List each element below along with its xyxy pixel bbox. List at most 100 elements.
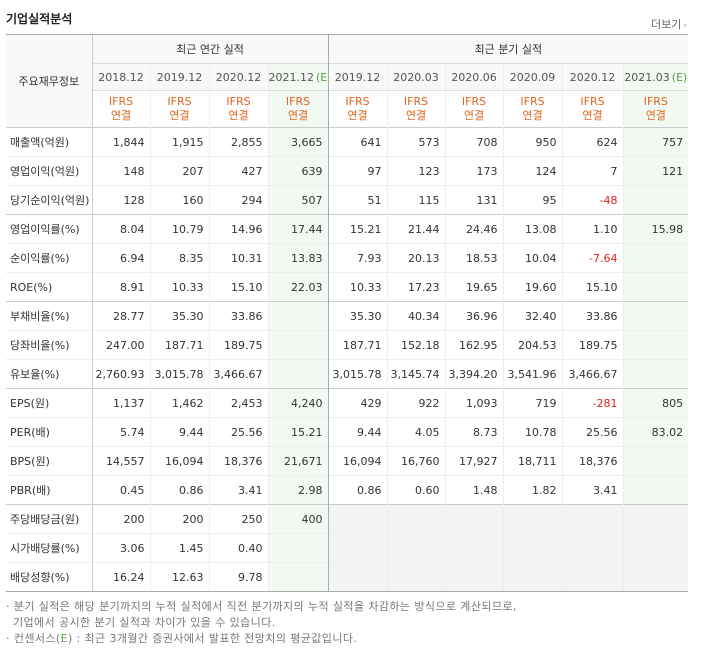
table-cell: 8.73 — [444, 417, 504, 447]
table-cell: 187.71 — [327, 330, 388, 360]
table-cell: 8.04 — [91, 214, 150, 244]
table-row: 부채비율(%) 28.77 35.30 33.86 35.30 40.34 36.96 32.… — [6, 301, 689, 331]
table-cell: 3,015.78 — [327, 359, 388, 389]
ifrs-label: IFRS — [403, 95, 429, 108]
table-row: 당기순이익(억원) 128 160 294 507 51 115 131 95 -48 — [6, 185, 689, 215]
table-cell: 8.35 — [149, 243, 209, 273]
consolidated-label: 연결 — [110, 109, 132, 122]
footnote-1-cont: 기업에서 공시한 분기 실적과 차이가 있을 수 있습니다. — [13, 616, 276, 629]
period-label: 2020.09 — [509, 70, 556, 84]
table-cell — [622, 359, 689, 389]
period-label: 2018.12 — [98, 70, 144, 84]
table-cell: 1.45 — [149, 533, 209, 563]
period-label: 2019.12 — [334, 70, 381, 84]
table-cell: 9.78 — [208, 562, 268, 592]
row-label: 주당배당금(원) — [6, 504, 92, 534]
table-cell: 250 — [208, 504, 268, 534]
table-cell — [502, 562, 563, 592]
table-cell: 507 — [267, 185, 329, 215]
table-cell: 162.95 — [444, 330, 504, 360]
table-cell: 1,137 — [91, 388, 150, 418]
table-cell — [444, 562, 504, 592]
table-cell: 14,557 — [91, 446, 150, 476]
table-cell: 624 — [561, 127, 624, 157]
row-label: BPS(원) — [6, 446, 92, 476]
table-cell: 18.53 — [444, 243, 504, 273]
table-cell: 10.33 — [327, 272, 388, 302]
table-cell: 3.41 — [561, 475, 624, 505]
period-header: 2020.12 — [561, 63, 624, 91]
consolidated-label: 연결 — [582, 109, 603, 122]
table-row: 순이익률(%) 6.94 8.35 10.31 13.83 7.93 20.13 18.53 1… — [6, 243, 689, 273]
table-cell: 24.46 — [444, 214, 504, 244]
table-cell: 148 — [91, 156, 150, 186]
table-cell: 10.31 — [208, 243, 268, 273]
table-cell: 13.83 — [267, 243, 329, 273]
table-cell: 10.33 — [149, 272, 209, 302]
table-cell: 1.10 — [561, 214, 624, 244]
table-cell: 1,844 — [91, 127, 150, 157]
more-link[interactable]: 더보기 › — [651, 16, 687, 32]
period-label: 2020.06 — [451, 70, 497, 84]
ifrs-label: IFRS — [643, 95, 668, 108]
table-cell: 36.96 — [444, 301, 504, 331]
ifrs-label: IFRS — [108, 95, 134, 108]
table-cell — [444, 533, 504, 563]
ifrs-label: IFRS — [345, 95, 370, 108]
period-label: 2020.03 — [393, 70, 439, 84]
row-label: 영업이익(억원) — [6, 156, 92, 186]
ifrs-header: IFRS 연결 — [327, 90, 388, 128]
row-label: 시가배당률(%) — [6, 533, 92, 563]
table-cell: 708 — [444, 127, 504, 157]
table-cell: 10.78 — [502, 417, 563, 447]
table-cell: 1,915 — [149, 127, 209, 157]
row-label-header: 주요재무정보 — [6, 34, 92, 128]
row-label: 당좌비율(%) — [6, 330, 92, 360]
footnotes: · 분기 실적은 해당 분기까지의 누적 실적에서 직전 분기까지의 누적 실적… — [6, 599, 517, 647]
table-cell — [502, 504, 563, 534]
table-cell: 3.06 — [91, 533, 150, 563]
table-cell: 152.18 — [386, 330, 446, 360]
table-cell: 3,394.20 — [444, 359, 504, 389]
table-cell: 6.94 — [91, 243, 150, 273]
table-cell: 2,760.93 — [91, 359, 150, 389]
table-cell: 123 — [386, 156, 446, 186]
table-cell: 17.44 — [267, 214, 329, 244]
table-row: PBR(배) 0.45 0.86 3.41 2.98 0.86 0.60 1.48 1.82 3.… — [6, 475, 689, 505]
table-cell: 187.71 — [149, 330, 209, 360]
table-cell — [327, 504, 388, 534]
table-cell: 207 — [149, 156, 209, 186]
table-cell: 950 — [502, 127, 563, 157]
table-cell — [622, 446, 689, 476]
table-cell: 17.23 — [386, 272, 446, 302]
table-cell — [622, 185, 689, 215]
table-cell: 204.53 — [502, 330, 563, 360]
table-cell: 128 — [91, 185, 150, 215]
estimate-mark: (E) — [671, 70, 688, 84]
table-cell: 15.21 — [267, 417, 329, 447]
ifrs-header: IFRS 연결 — [386, 90, 446, 128]
consolidated-label: 연결 — [347, 109, 368, 122]
table-cell: 97 — [327, 156, 388, 186]
table-cell: 3,665 — [267, 127, 329, 157]
period-header: 2021.03 (E) — [622, 63, 689, 91]
table-row: 영업이익(억원) 148 207 427 639 97 123 173 124 7 121 — [6, 156, 689, 186]
table-cell — [444, 504, 504, 534]
table-cell: 10.79 — [149, 214, 209, 244]
table-cell: 3,145.74 — [386, 359, 446, 389]
table-cell — [502, 533, 563, 563]
table-cell: 15.21 — [327, 214, 388, 244]
table-cell — [267, 330, 329, 360]
period-label: 2020.12 — [569, 70, 616, 84]
table-cell: 2,855 — [208, 127, 268, 157]
period-header: 2021.12(E) — [267, 63, 329, 91]
ifrs-label: IFRS — [461, 95, 487, 108]
table-cell: 15.10 — [561, 272, 624, 302]
table-cell: 805 — [622, 388, 689, 418]
table-cell: 573 — [386, 127, 446, 157]
table-cell: 1.48 — [444, 475, 504, 505]
table-cell: 200 — [91, 504, 150, 534]
table-row: 매출액(억원) 1,844 1,915 2,855 3,665 641 573 708 950 6… — [6, 127, 689, 157]
table-cell: 3,466.67 — [561, 359, 624, 389]
table-cell: 18,376 — [561, 446, 624, 476]
